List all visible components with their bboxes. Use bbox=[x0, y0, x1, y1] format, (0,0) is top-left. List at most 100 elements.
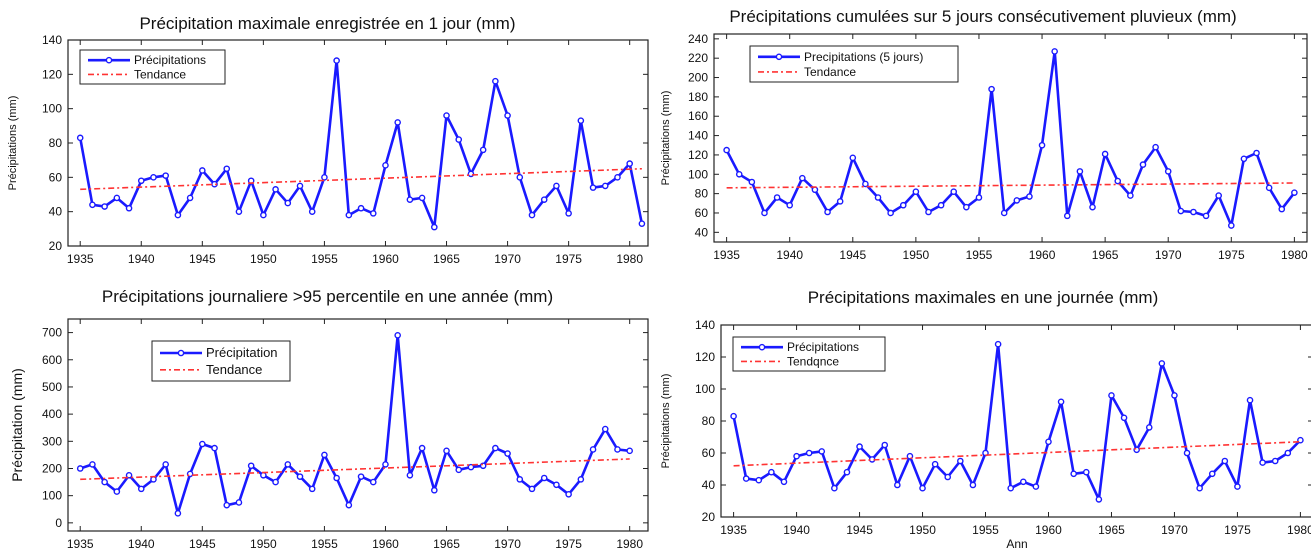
data-point bbox=[614, 174, 621, 181]
x-tick-label: 1950 bbox=[909, 523, 936, 537]
y-tick-label: 40 bbox=[702, 478, 716, 492]
x-tick-label: 1945 bbox=[839, 248, 866, 262]
data-point bbox=[1183, 449, 1191, 457]
data-point bbox=[321, 174, 328, 181]
legend-label: Précipitations bbox=[134, 53, 206, 67]
data-point bbox=[247, 462, 255, 470]
data-point bbox=[963, 203, 970, 211]
data-point bbox=[1070, 470, 1077, 478]
data-point bbox=[308, 485, 316, 493]
data-point bbox=[1120, 414, 1128, 422]
x-tick-label: 1960 bbox=[1035, 523, 1062, 537]
data-point bbox=[1152, 143, 1159, 151]
data-point bbox=[723, 146, 730, 154]
y-tick-label: 60 bbox=[695, 206, 709, 220]
x-tick-label: 1935 bbox=[67, 252, 94, 266]
data-point bbox=[577, 476, 585, 483]
data-point bbox=[418, 444, 426, 452]
chart-svg: 1935 1940 1945 1950 1955 1960 1965 1970 1975 1980… bbox=[7, 33, 649, 266]
data-point bbox=[394, 119, 401, 126]
data-point bbox=[431, 486, 438, 494]
data-point bbox=[308, 208, 316, 215]
data-point bbox=[818, 448, 826, 455]
x-tick-label: 1965 bbox=[1092, 248, 1119, 262]
y-tick-label: 400 bbox=[42, 407, 62, 421]
data-point bbox=[799, 174, 806, 182]
data-point bbox=[849, 154, 857, 162]
chart-title: Précipitations cumulées sur 5 jours cons… bbox=[729, 7, 1237, 26]
legend-box bbox=[732, 336, 886, 372]
data-point bbox=[394, 332, 401, 339]
x-tick-label: 1965 bbox=[433, 252, 460, 266]
data-point bbox=[742, 475, 750, 482]
data-point bbox=[467, 463, 475, 471]
y-tick-label: 140 bbox=[688, 129, 708, 143]
data-point bbox=[856, 443, 863, 450]
data-point bbox=[931, 460, 939, 468]
data-point bbox=[418, 194, 426, 202]
data-point bbox=[1045, 438, 1052, 446]
y-tick-label: 80 bbox=[695, 187, 709, 201]
legend-swatch-marker bbox=[775, 53, 783, 61]
data-point bbox=[296, 182, 304, 190]
y-tick-label: 120 bbox=[688, 148, 708, 162]
chart-panel-max-journee: Précipitations maximales en une journée … bbox=[655, 275, 1311, 551]
data-point bbox=[382, 162, 389, 169]
data-point bbox=[1089, 203, 1096, 211]
data-point bbox=[1227, 222, 1235, 229]
data-point bbox=[431, 223, 438, 231]
data-point bbox=[1202, 212, 1210, 220]
y-tick-label: 120 bbox=[695, 350, 715, 364]
data-point bbox=[831, 484, 838, 492]
data-point bbox=[345, 211, 353, 219]
x-tick-label: 1980 bbox=[616, 537, 643, 551]
data-point bbox=[406, 471, 414, 479]
x-tick-label: 1955 bbox=[966, 248, 993, 262]
data-point bbox=[235, 499, 243, 506]
data-point bbox=[1145, 424, 1153, 431]
data-point bbox=[1158, 360, 1166, 367]
x-tick-label: 1965 bbox=[1098, 523, 1125, 537]
data-point bbox=[345, 501, 353, 509]
data-point bbox=[626, 160, 633, 167]
data-point bbox=[272, 186, 279, 193]
data-point bbox=[969, 481, 977, 489]
data-point bbox=[994, 340, 1002, 348]
data-point bbox=[786, 201, 794, 209]
y-axis-label: Précipitation (mm) bbox=[9, 368, 25, 482]
x-tick-label: 1940 bbox=[783, 523, 810, 537]
x-axis-label: Ann bbox=[1006, 537, 1027, 551]
y-tick-label: 140 bbox=[695, 318, 715, 332]
x-tick-label: 1970 bbox=[1161, 523, 1188, 537]
y-tick-label: 80 bbox=[49, 136, 63, 150]
chart-title: Précipitations journaliere >95 percentil… bbox=[101, 287, 554, 306]
trend-line bbox=[80, 167, 642, 191]
legend-label: Précipitation bbox=[206, 345, 278, 360]
data-point bbox=[638, 220, 646, 227]
data-point bbox=[211, 444, 218, 452]
y-tick-label: 100 bbox=[42, 489, 62, 503]
x-tick-label: 1940 bbox=[128, 537, 155, 551]
x-tick-label: 1960 bbox=[1029, 248, 1056, 262]
y-tick-label: 200 bbox=[42, 461, 62, 475]
data-point bbox=[894, 481, 901, 489]
legend-swatch-marker bbox=[758, 343, 766, 351]
data-point bbox=[76, 465, 84, 472]
y-axis-label: Précipitations (mm) bbox=[7, 96, 19, 191]
data-point bbox=[150, 174, 157, 181]
legend-label: Tendqnce bbox=[787, 354, 839, 368]
x-tick-label: 1940 bbox=[128, 252, 155, 266]
data-point bbox=[589, 446, 597, 453]
data-point bbox=[1007, 484, 1015, 492]
data-point bbox=[1133, 446, 1140, 454]
data-point bbox=[601, 182, 609, 190]
data-point bbox=[1095, 496, 1103, 503]
data-point bbox=[565, 491, 572, 498]
data-point bbox=[836, 198, 844, 205]
data-point bbox=[1291, 189, 1298, 196]
y-tick-label: 700 bbox=[42, 326, 62, 340]
legend-label: Precipitations (5 jours) bbox=[804, 50, 923, 64]
data-point bbox=[1063, 212, 1071, 220]
x-tick-label: 1935 bbox=[67, 537, 94, 551]
data-point bbox=[589, 184, 597, 191]
